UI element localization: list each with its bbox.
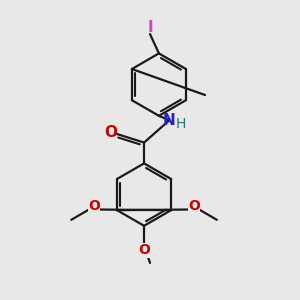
Text: H: H — [176, 117, 186, 131]
Text: O: O — [138, 244, 150, 257]
Text: O: O — [188, 199, 200, 213]
Text: N: N — [163, 113, 176, 128]
Text: I: I — [148, 20, 153, 35]
Text: O: O — [104, 125, 117, 140]
Text: O: O — [88, 199, 101, 213]
